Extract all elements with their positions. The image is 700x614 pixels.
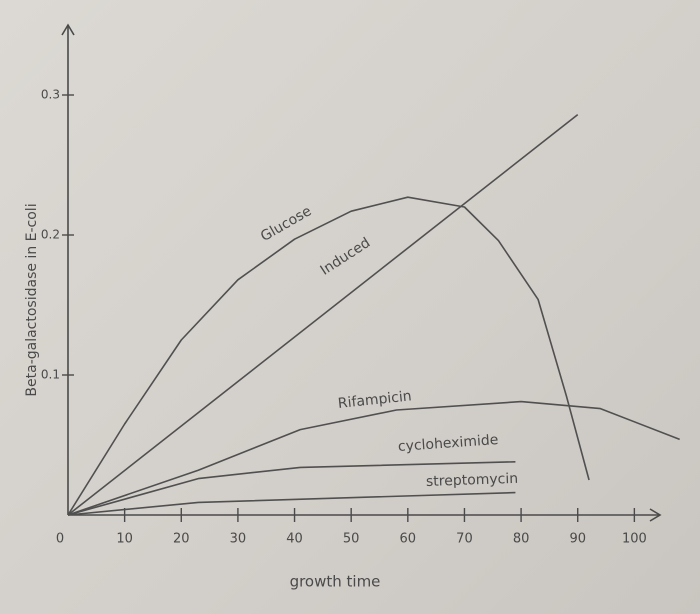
y-axis-label: Beta-galactosidase in E-coli [24, 203, 40, 396]
series-label: streptomycin [426, 471, 519, 490]
x-tick-label: 40 [286, 532, 303, 547]
line-series [67, 491, 516, 516]
y-axis-arrow [61, 23, 75, 36]
x-tick-label: 100 [622, 532, 647, 547]
y-tick-label: 0.1 [41, 368, 60, 382]
line-series [67, 461, 516, 516]
x-tick-label: 90 [569, 532, 586, 547]
y-tick-label: 0.3 [41, 88, 60, 102]
line-series [67, 196, 590, 516]
x-tick-label: 0 [56, 532, 64, 547]
x-axis-label: growth time [290, 573, 381, 591]
x-tick-label: 30 [230, 532, 247, 547]
y-tick-label: 0.2 [41, 228, 60, 242]
line-series [67, 113, 579, 516]
series-label: Glucose [258, 203, 314, 245]
series-label: Induced [318, 235, 374, 279]
x-tick-label: 10 [116, 532, 133, 547]
line-series [67, 400, 680, 516]
x-tick-label: 80 [513, 532, 530, 547]
x-tick-label: 20 [173, 532, 190, 547]
x-tick-label: 50 [343, 532, 360, 547]
x-tick-label: 70 [456, 532, 473, 547]
x-axis-arrow [649, 508, 662, 522]
x-tick-label: 60 [400, 532, 417, 547]
series-label: cycloheximide [397, 432, 498, 455]
series-label: Rifampicin [337, 388, 412, 412]
